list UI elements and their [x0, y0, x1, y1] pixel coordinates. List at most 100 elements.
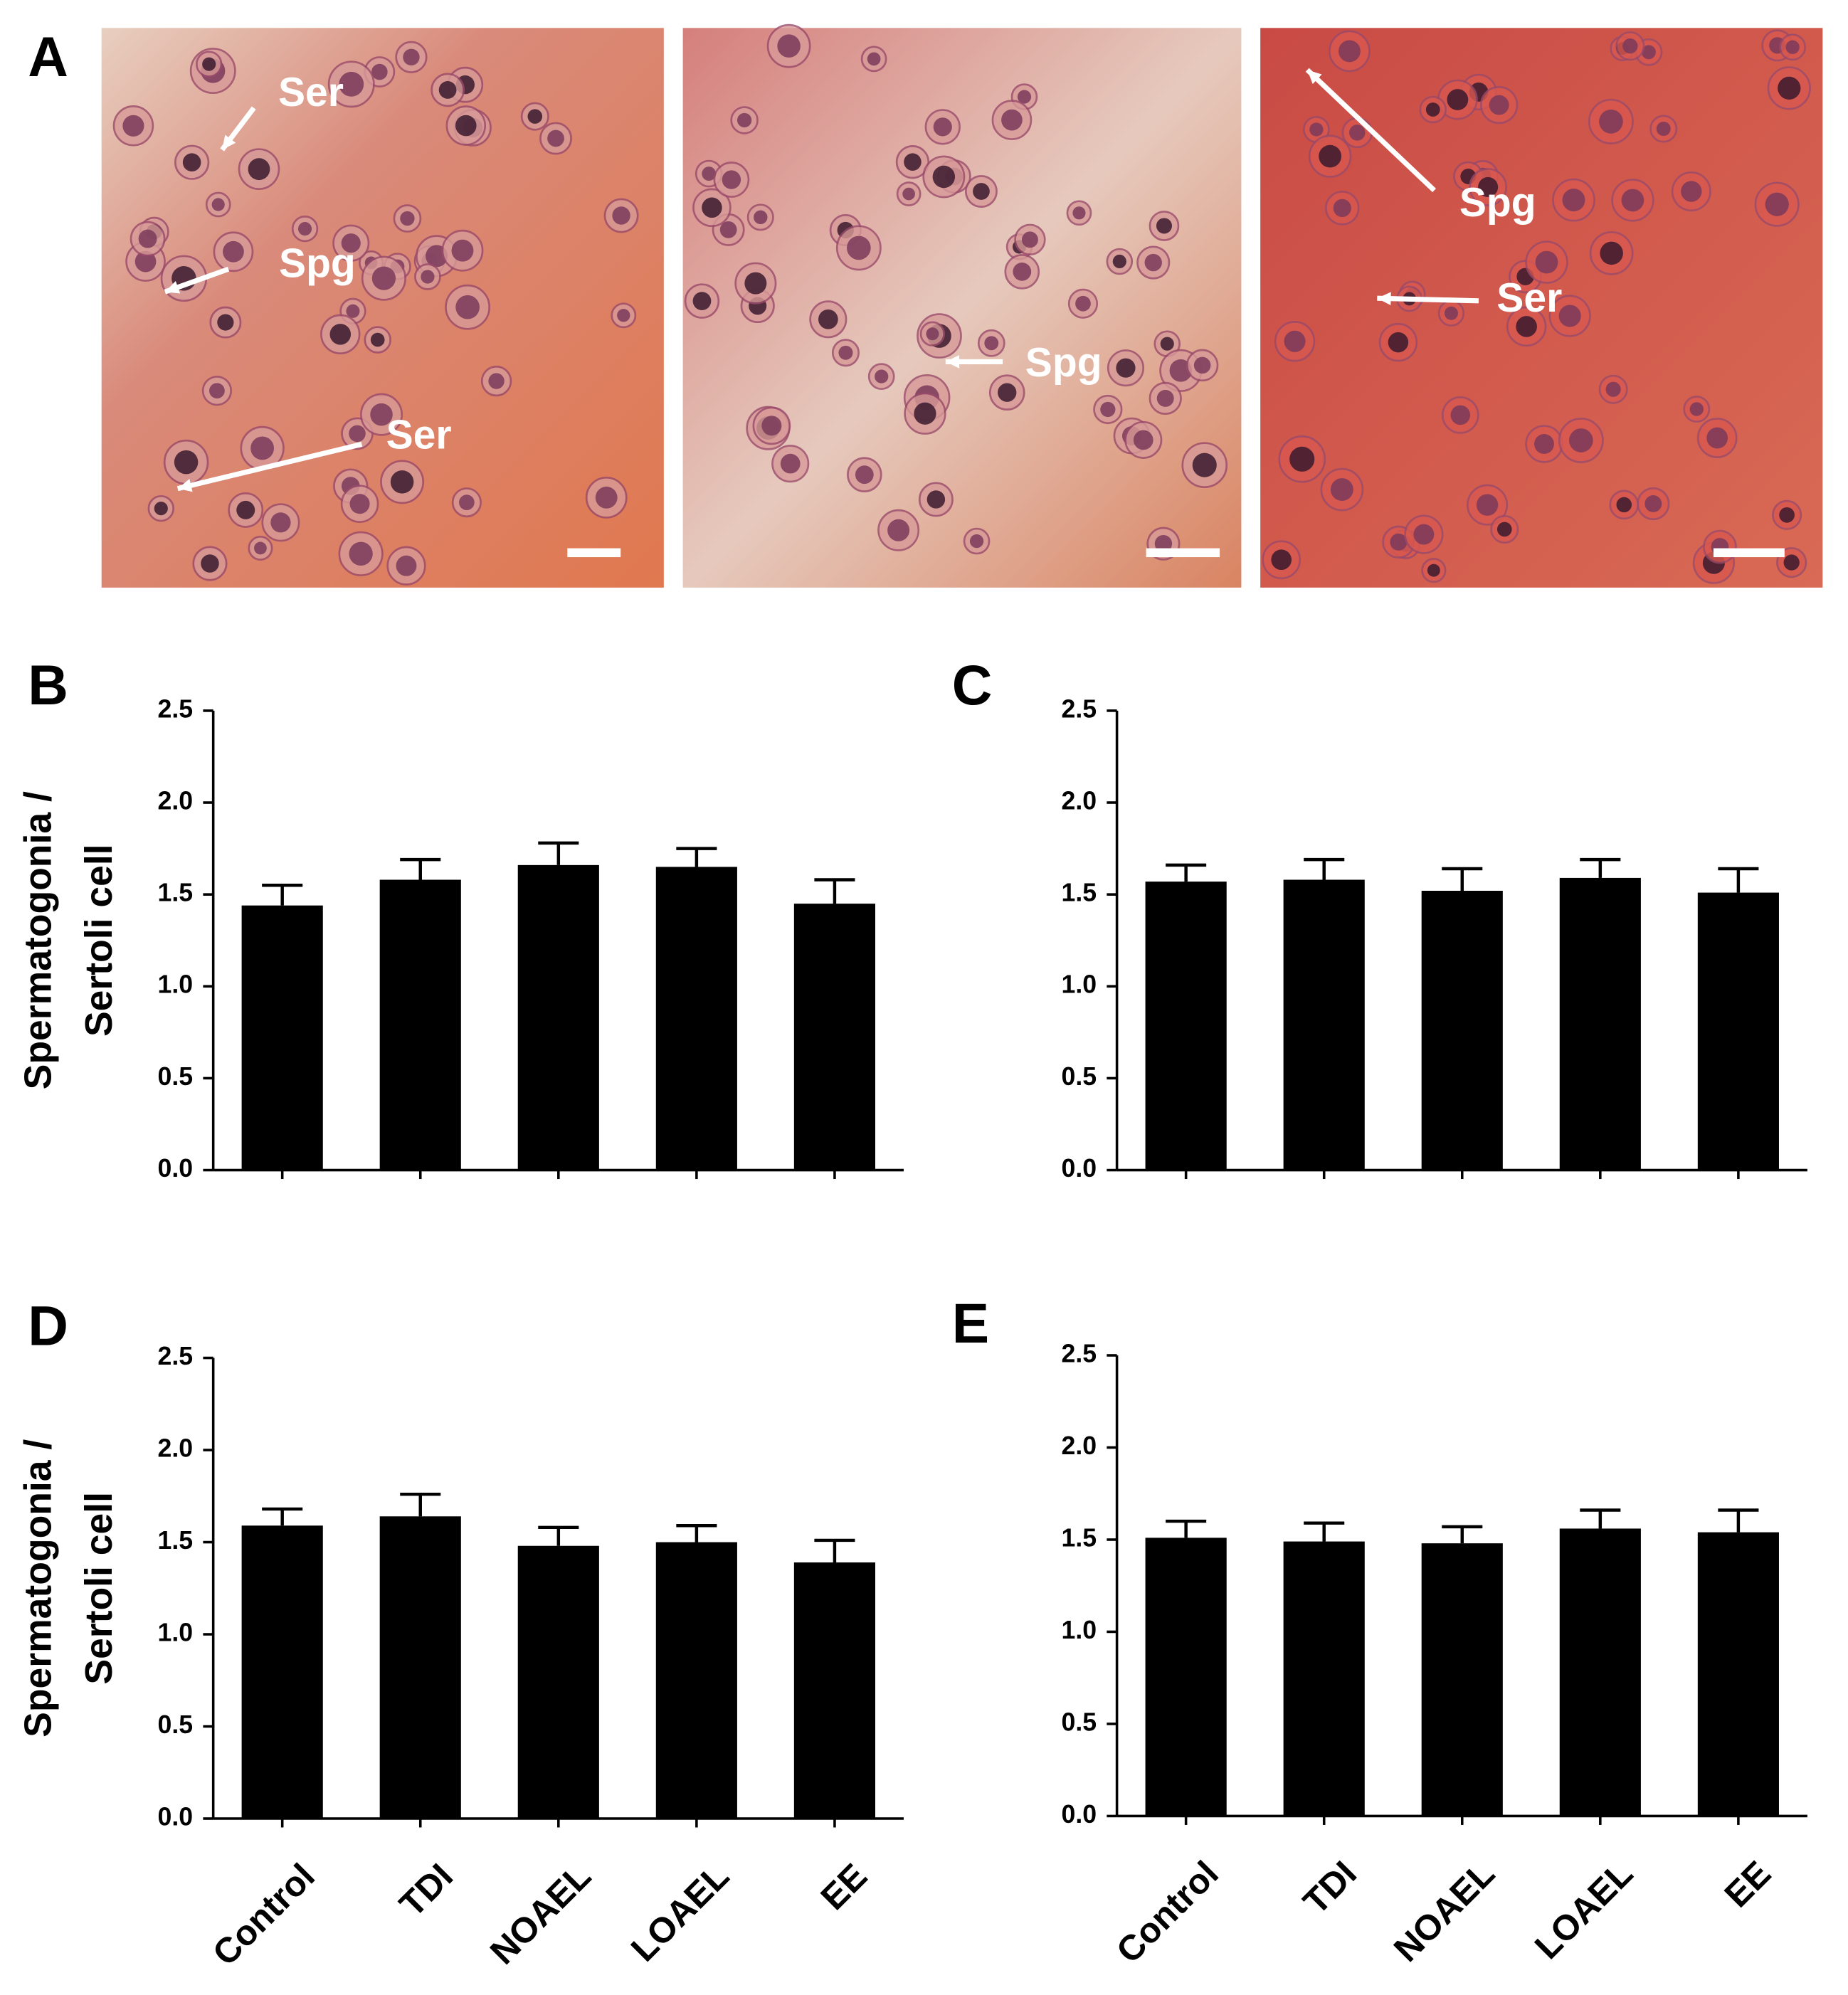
nucleus [1605, 381, 1621, 397]
arrow-head [164, 281, 181, 294]
panel-label: D [28, 1295, 68, 1358]
nucleus [488, 373, 505, 389]
nucleus [1349, 125, 1366, 141]
nucleus [984, 336, 999, 351]
nucleus [341, 233, 361, 253]
y-axis-label: Spermatogonia / [17, 791, 59, 1089]
nucleus [1599, 109, 1623, 134]
nucleus [1444, 306, 1458, 320]
x-tick-label: LOAEL [1527, 1853, 1640, 1967]
nucleus [459, 494, 475, 511]
y-tick-label: 0.5 [1061, 1708, 1097, 1736]
nucleus [1192, 453, 1217, 477]
bar [793, 1562, 876, 1819]
bar [1421, 1543, 1503, 1816]
nucleus [1447, 89, 1469, 110]
arrow-head [222, 134, 236, 150]
nucleus [1156, 218, 1172, 234]
nucleus [1558, 305, 1581, 327]
y-tick-label: 2.0 [1061, 786, 1097, 815]
nucleus [1271, 549, 1292, 571]
nucleus [1616, 497, 1632, 513]
annotation: Spg [1025, 340, 1102, 386]
bar [517, 864, 599, 1170]
nucleus [1476, 494, 1499, 516]
y-tick-label: 0.5 [158, 1710, 194, 1739]
nucleus [973, 183, 990, 200]
nucleus [617, 309, 630, 322]
y-tick-label: 0.0 [1061, 1154, 1097, 1182]
nucleus [1778, 76, 1801, 100]
nucleus [1021, 231, 1038, 248]
nucleus [421, 270, 435, 284]
nucleus [1562, 189, 1585, 212]
nucleus [211, 198, 225, 211]
nucleus [754, 210, 768, 225]
micrograph [101, 28, 664, 588]
nucleus [1496, 522, 1512, 537]
bar [1283, 879, 1365, 1170]
panel-label: A [28, 26, 68, 88]
nucleus [1621, 189, 1644, 212]
bar [1283, 1541, 1365, 1816]
nucleus [1765, 192, 1789, 216]
nucleus [370, 332, 385, 347]
y-axis-label: Sertoli cell [78, 1492, 120, 1685]
y-tick-label: 0.0 [158, 1154, 194, 1182]
arrow-head [1307, 70, 1322, 85]
nucleus [838, 345, 853, 360]
nucleus [403, 48, 420, 65]
annotation: Ser [1496, 275, 1562, 321]
bar [793, 904, 876, 1170]
panel-label: C [952, 654, 993, 716]
y-tick-label: 2.5 [1061, 694, 1097, 723]
nucleus [1706, 427, 1728, 449]
nucleus [329, 324, 352, 345]
nucleus [134, 250, 157, 272]
x-tick-label: EE [1717, 1853, 1779, 1915]
nucleus [1779, 507, 1795, 523]
nucleus [527, 109, 543, 124]
bar [1559, 1528, 1641, 1816]
nucleus [396, 555, 417, 576]
nucleus [1075, 295, 1091, 312]
nucleus [122, 115, 144, 137]
bar [1697, 1532, 1779, 1816]
y-tick-label: 1.5 [1061, 879, 1097, 907]
y-tick-label: 1.0 [158, 970, 194, 999]
nucleus [223, 240, 244, 263]
nucleus [926, 327, 939, 341]
nucleus [777, 34, 801, 58]
x-tick-label: LOAEL [623, 1856, 736, 1969]
nucleus [1154, 534, 1173, 553]
nucleus [855, 465, 874, 485]
nucleus [154, 502, 168, 516]
y-tick-label: 1.5 [1061, 1523, 1097, 1552]
nucleus [1533, 434, 1554, 454]
nucleus [236, 500, 255, 519]
nucleus [1641, 45, 1656, 60]
y-tick-label: 2.5 [158, 1342, 194, 1370]
nucleus [1193, 356, 1211, 374]
micrograph [682, 28, 1242, 588]
charts: B Spermatogonia / Sertoli cell 0.0 0.5 1.0 1.5… [17, 654, 1807, 1974]
nucleus [1100, 401, 1116, 418]
y-tick-label: 0.0 [158, 1802, 194, 1831]
nucleus [1284, 330, 1306, 352]
nucleus [254, 541, 267, 555]
x-tick-label: Control [1109, 1853, 1226, 1971]
bar [1145, 882, 1227, 1170]
nucleus [736, 112, 752, 128]
nucleus [719, 221, 737, 238]
nucleus [297, 222, 312, 236]
nucleus [612, 206, 630, 225]
nucleus [1144, 253, 1162, 272]
nucleus [1133, 430, 1153, 450]
y-tick-label: 2.0 [158, 786, 194, 815]
bar [655, 867, 737, 1170]
nucleus [926, 490, 946, 509]
nucleus [1516, 316, 1537, 337]
nucleus [1689, 402, 1704, 416]
